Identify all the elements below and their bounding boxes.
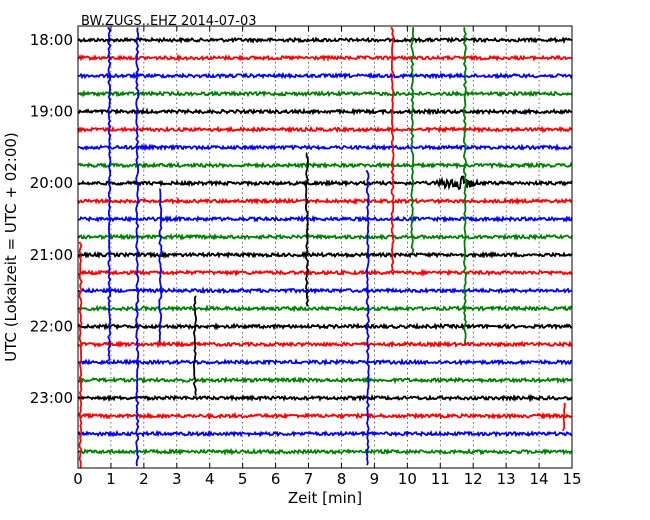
spike [390, 27, 395, 272]
x-tick-label: 5 [238, 470, 248, 488]
spike [135, 27, 140, 467]
trace-19:15 [77, 125, 573, 134]
x-tick-label: 12 [464, 470, 483, 488]
spike [107, 27, 112, 362]
spike [304, 152, 309, 307]
x-tick-label: 13 [497, 470, 516, 488]
trace-23:00 [77, 393, 573, 403]
y-tick-label: 18:00 [30, 31, 73, 49]
x-tick-label: 11 [431, 470, 450, 488]
y-tick-label: 22:00 [30, 317, 73, 335]
plot-frame [77, 25, 573, 469]
spike [561, 403, 566, 432]
trace-20:15 [77, 196, 573, 206]
x-tick-label: 3 [172, 470, 182, 488]
trace-21:30 [77, 286, 573, 295]
x-tick-label: 6 [271, 470, 281, 488]
trace-20:30 [77, 214, 573, 224]
spike [158, 188, 163, 343]
trace-23:15 [77, 411, 573, 420]
x-tick-label: 2 [139, 470, 149, 488]
x-tick-label: 15 [562, 470, 581, 488]
y-axis-ticks: 18:00 19:00 20:00 21:00 22:00 23:00 [30, 31, 572, 407]
trace-19:30 [77, 143, 573, 152]
x-tick-label: 8 [337, 470, 347, 488]
trace-18:30 [77, 71, 573, 80]
trace-21:45 [77, 304, 573, 313]
x-tick-label: 10 [398, 470, 417, 488]
y-tick-label: 23:00 [30, 389, 73, 407]
trace-18:45 [77, 89, 573, 98]
traces [77, 36, 573, 456]
trace-21:15 [77, 268, 573, 277]
x-tick-label: 14 [530, 470, 549, 488]
trace-20:00 [77, 175, 573, 191]
x-tick-label: 1 [106, 470, 116, 488]
y-axis-label: UTC (Lokalzeit = UTC + 02:00) [2, 132, 20, 362]
x-tick-label: 0 [73, 470, 83, 488]
y-tick-label: 20:00 [30, 174, 73, 192]
spikes [78, 27, 566, 468]
trace-19:45 [77, 161, 573, 170]
trace-23:45 [77, 447, 573, 456]
spike [410, 27, 415, 254]
trace-22:00 [77, 321, 573, 331]
trace-19:00 [77, 107, 573, 116]
chart-title: BW.ZUGS..EHZ 2014-07-03 [81, 14, 257, 29]
spike [365, 170, 370, 466]
x-axis-label: Zeit [min] [288, 489, 362, 507]
x-tick-label: 4 [205, 470, 215, 488]
spike [192, 295, 197, 396]
x-tick-label: 9 [370, 470, 380, 488]
trace-18:15 [77, 53, 573, 63]
trace-23:30 [77, 429, 573, 438]
spike [462, 27, 467, 344]
trace-22:15 [77, 340, 573, 349]
trace-22:30 [77, 357, 573, 367]
trace-18:00 [77, 36, 573, 44]
spike [78, 241, 83, 468]
y-tick-label: 19:00 [30, 103, 73, 121]
x-tick-label: 7 [304, 470, 314, 488]
y-tick-label: 21:00 [30, 246, 73, 264]
trace-21:00 [77, 250, 573, 259]
trace-22:45 [77, 375, 573, 385]
x-axis-ticks: 0 1 2 3 4 5 6 7 8 9 10 11 12 13 14 15 [73, 26, 582, 488]
trace-20:45 [77, 232, 573, 241]
